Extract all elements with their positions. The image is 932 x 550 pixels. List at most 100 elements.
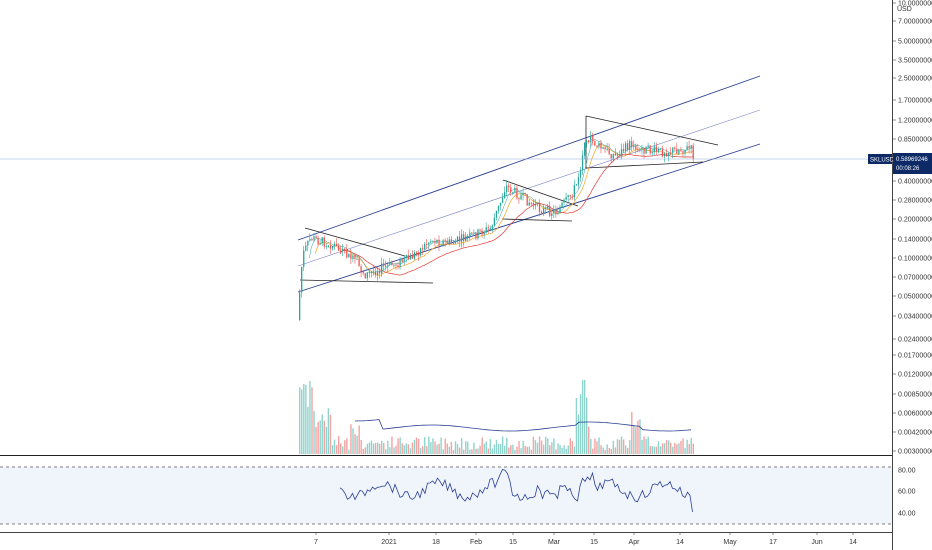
volume-bar: [676, 444, 678, 454]
candle-body: [561, 202, 563, 207]
volume-bar: [620, 436, 623, 454]
time-axis-ticks: 7 2021 18 Feb 15 Mar 15 Apr 14 May 17 Jun 14: [314, 532, 857, 546]
candle-body: [362, 271, 364, 274]
lower-channel-line: [297, 143, 761, 293]
price-tick-label: 0.00420000: [898, 430, 932, 437]
candle-body: [446, 240, 448, 244]
volume-bar: [524, 445, 526, 454]
candle-body: [680, 149, 682, 151]
candle-body: [422, 248, 424, 250]
candle-body: [419, 248, 422, 256]
volume-bar: [569, 438, 571, 454]
candle-body: [676, 148, 678, 154]
candle-body: [327, 245, 329, 247]
candle-body: [668, 152, 670, 156]
time-tick-label: 2021: [381, 539, 397, 546]
candle-body: [663, 153, 666, 157]
candle-body: [342, 248, 344, 251]
volume-bar: [424, 437, 426, 454]
volume-bar: [508, 447, 510, 454]
volume-bar: [385, 449, 387, 454]
time-tick-label: 15: [590, 539, 598, 546]
candle-body: [670, 152, 672, 154]
candle-body: [692, 145, 694, 160]
candle-body: [538, 202, 541, 212]
price-badge-text: 0.58969246: [896, 157, 928, 163]
price-tick-label: 2.50000000: [898, 76, 932, 83]
candle-body: [682, 150, 684, 154]
volume-bar: [561, 447, 563, 454]
volume-bar: [608, 447, 610, 454]
candle-body: [335, 243, 338, 246]
price-tick-label: 0.85000000: [898, 137, 932, 144]
volume-bar: [327, 408, 330, 454]
candle-body: [374, 271, 377, 276]
moving-averages: [309, 139, 693, 276]
candle-body: [454, 241, 457, 244]
candle-body: [598, 142, 600, 147]
volume-bar: [372, 443, 375, 454]
candle-body: [444, 240, 446, 242]
triangle-lower-line-2: [501, 218, 573, 222]
volume-bar: [493, 444, 496, 454]
price-badge: [893, 153, 932, 174]
rsi-line: [339, 469, 693, 512]
triangle-upper-line-3: [585, 115, 719, 146]
candle-body: [409, 255, 411, 260]
price-tick-label: 1.20000000: [898, 118, 932, 125]
candle-body: [641, 147, 643, 149]
candle-body: [588, 140, 590, 143]
volume-bar: [422, 446, 424, 454]
volume-bar: [661, 443, 664, 454]
volume-bar: [682, 438, 684, 454]
volume-bar: [323, 420, 325, 454]
volume-bar: [311, 387, 313, 454]
volume-bar: [495, 439, 498, 454]
candle-body: [475, 232, 477, 239]
volume-bar: [618, 439, 621, 454]
price-tick-label: 0.02400000: [898, 337, 932, 344]
volume-bar: [581, 380, 584, 454]
candle-body: [633, 145, 635, 148]
volume-bar: [374, 443, 377, 454]
volume-bar: [321, 414, 323, 454]
upper-channel-line: [297, 75, 761, 241]
candle-body: [590, 135, 592, 143]
candle-body: [678, 149, 680, 154]
rsi-tick-label: 80.00: [898, 468, 916, 475]
time-tick-label: 7: [314, 539, 318, 546]
volume-bar: [637, 420, 639, 454]
time-tick-label: 15: [509, 539, 517, 546]
time-tick-label: Apr: [629, 539, 641, 546]
candle-body: [665, 153, 668, 156]
candle-body: [479, 229, 481, 231]
candle-body: [512, 192, 514, 194]
candle-body: [540, 211, 543, 215]
countdown-text: 00:08:26: [896, 166, 920, 172]
volume-bar: [473, 442, 475, 454]
volume-bar: [583, 379, 586, 454]
volume-bar: [491, 448, 494, 454]
candle-body: [571, 196, 573, 198]
volume-bar: [684, 448, 686, 454]
symbol-badge[interactable]: [868, 154, 892, 164]
symbol-badge-text: SKLUSD: [870, 158, 895, 164]
volume-bar: [690, 437, 692, 454]
volume-bar: [436, 444, 438, 454]
candle-body: [356, 258, 358, 260]
candle-body: [612, 153, 614, 159]
volume-bar: [413, 439, 416, 454]
volume-bar: [340, 443, 342, 454]
volume-bar: [600, 445, 602, 454]
time-tick-label: May: [723, 539, 737, 546]
time-tick-label: Feb: [470, 539, 482, 546]
candle-body: [438, 239, 440, 246]
candle-body: [407, 255, 409, 260]
price-tick-label: 0.01200000: [898, 372, 932, 379]
volume-bar: [536, 442, 539, 454]
volume-bar: [622, 439, 625, 454]
candle-body: [553, 209, 555, 214]
volume-bar: [549, 445, 551, 454]
candlesticks: [299, 130, 694, 321]
candle-body: [569, 195, 571, 197]
